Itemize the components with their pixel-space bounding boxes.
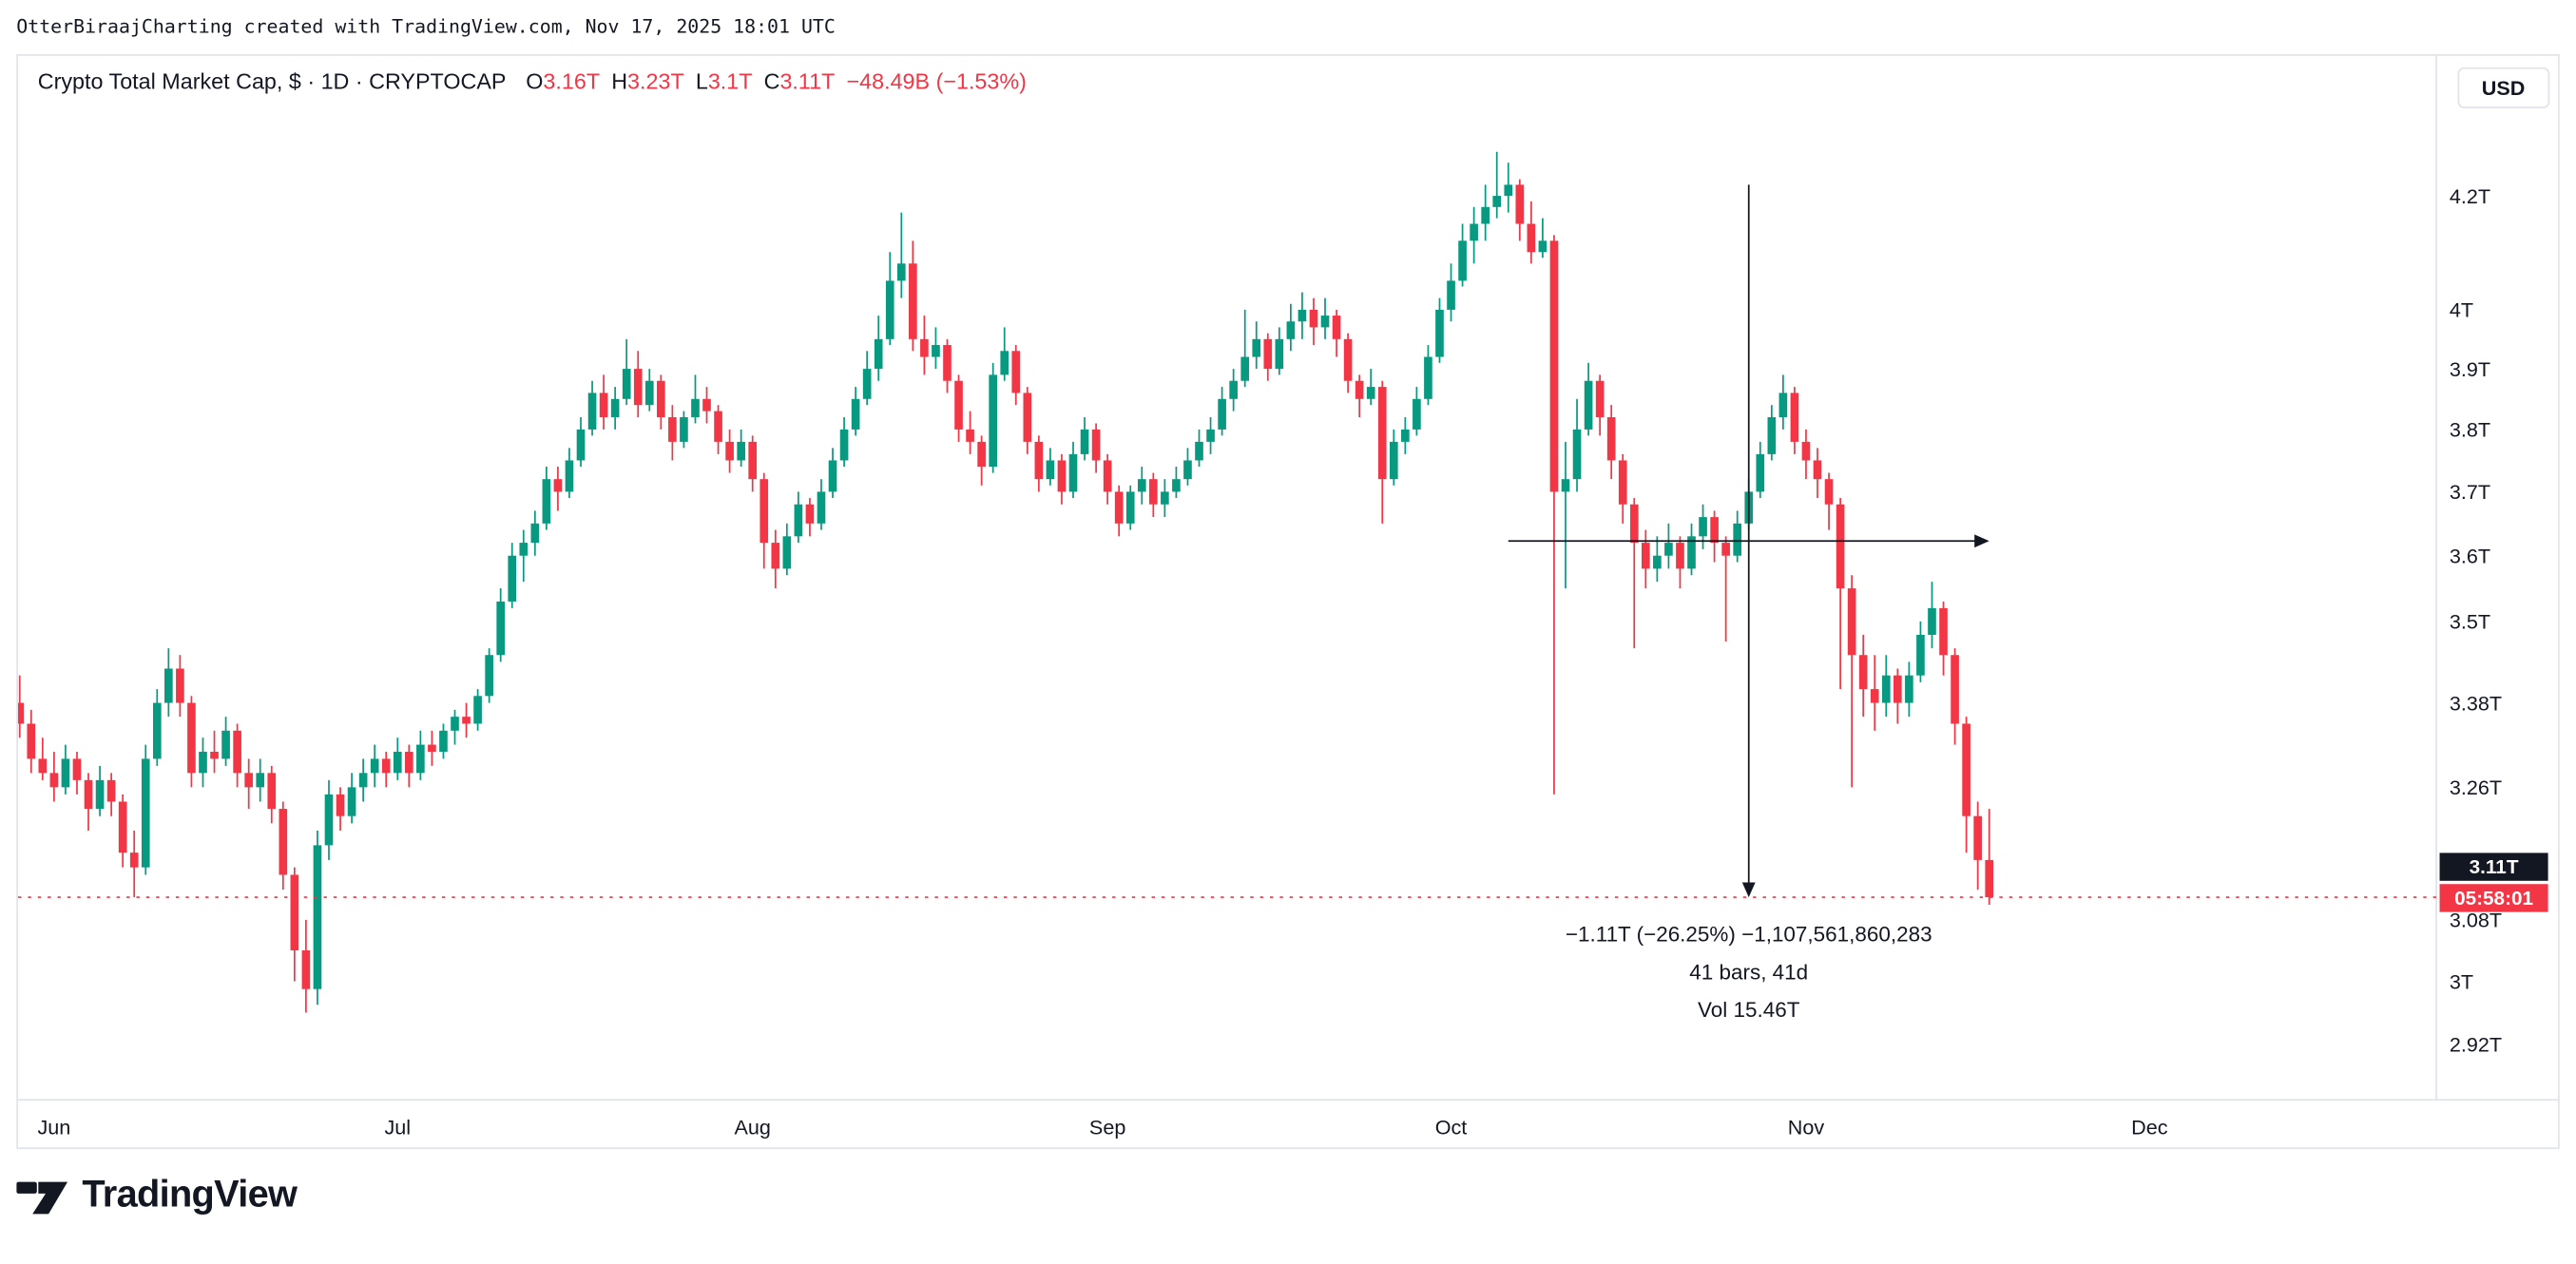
time-tick-label[interactable]: Dec (2131, 1116, 2168, 1140)
chart-plot-area[interactable]: −1.11T (−26.25%) −1,107,561,860,283 41 ba… (18, 55, 2558, 1148)
last-price-badge-label: 3.11T (2470, 856, 2519, 878)
tradingview-logo[interactable]: TradingView (16, 1172, 298, 1216)
price-tick-label[interactable]: 3.6T (2450, 544, 2490, 567)
attribution-text: OtterBiraajCharting created with Trading… (16, 14, 836, 38)
symbol-title[interactable]: Crypto Total Market Cap, $ · 1D · CRYPTO… (37, 68, 507, 94)
time-tick-label[interactable]: Sep (1089, 1116, 1125, 1140)
change-value: −48.49B (−1.53%) (846, 68, 1027, 94)
ohlc-low: L3.1T (695, 68, 753, 94)
currency-toggle-button[interactable]: USD (2456, 67, 2550, 108)
price-tick-label[interactable]: 3.7T (2450, 480, 2490, 504)
measure-label-3: Vol 15.46T (1698, 998, 1800, 1022)
measure-label-1: −1.11T (−26.25%) −1,107,561,860,283 (1566, 923, 1932, 947)
measure-tool[interactable] (1508, 184, 1990, 898)
price-tick-label[interactable]: 3.38T (2450, 691, 2502, 715)
ohlc-open: O3.16T (526, 68, 601, 94)
last-price-badge (2439, 852, 2548, 881)
price-tick-label[interactable]: 3.08T (2450, 909, 2502, 932)
price-tick-label[interactable]: 3T (2450, 969, 2473, 993)
chart-legend[interactable]: Crypto Total Market Cap, $ · 1D · CRYPTO… (38, 69, 1027, 96)
price-tick-label[interactable]: 3.5T (2450, 610, 2490, 634)
time-tick-label[interactable]: Nov (1788, 1116, 1825, 1140)
price-tick-label[interactable]: 3.26T (2450, 776, 2502, 799)
price-tick-label[interactable]: 4.2T (2450, 184, 2490, 208)
candles (18, 151, 1994, 1013)
time-tick-label[interactable]: Oct (1435, 1116, 1468, 1140)
countdown-label: 05:58:01 (2454, 888, 2533, 910)
time-tick-label[interactable]: Jul (384, 1116, 411, 1140)
tradingview-logo-icon (16, 1180, 68, 1214)
ohlc-high: H3.23T (611, 68, 684, 94)
chart-frame: −1.11T (−26.25%) −1,107,561,860,283 41 ba… (16, 53, 2560, 1150)
measure-arrow-down (1741, 882, 1756, 898)
time-tick-label[interactable]: Aug (734, 1116, 770, 1140)
logo-text: TradingView (82, 1172, 298, 1216)
countdown-badge (2439, 884, 2548, 912)
price-tick-label[interactable]: 3.8T (2450, 418, 2490, 442)
measure-label-2: 41 bars, 41d (1689, 960, 1808, 984)
price-tick-label[interactable]: 2.92T (2450, 1033, 2502, 1057)
ohlc-close: C3.11T (763, 68, 836, 94)
measure-arrow-right (1974, 534, 1990, 548)
price-tick-label[interactable]: 3.9T (2450, 357, 2490, 381)
time-tick-label[interactable]: Jun (37, 1116, 70, 1140)
price-tick-label[interactable]: 4T (2450, 298, 2473, 322)
